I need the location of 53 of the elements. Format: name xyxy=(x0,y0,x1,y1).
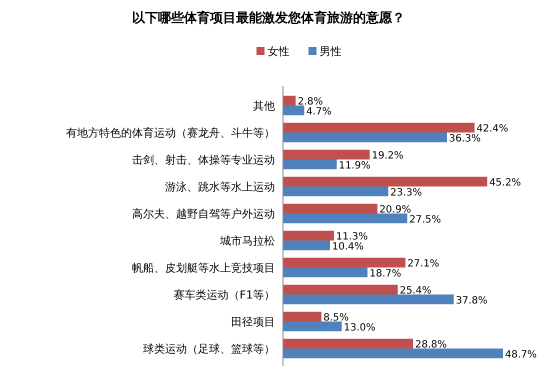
bar xyxy=(283,96,296,106)
data-label: 4.7% xyxy=(306,106,332,118)
y-tick-label: 其他 xyxy=(253,100,275,112)
data-label: 37.8% xyxy=(456,295,488,306)
data-label: 11.3% xyxy=(336,232,368,243)
bar xyxy=(283,322,342,332)
y-tick-label: 高尔夫、越野自驾等户外运动 xyxy=(132,208,275,220)
y-tick-label: 击剑、射击、体操等专业运动 xyxy=(132,154,275,166)
data-label: 27.5% xyxy=(409,214,442,226)
data-label: 2.8% xyxy=(298,96,324,108)
data-label: 45.2% xyxy=(489,178,521,189)
data-label: 36.3% xyxy=(448,133,481,144)
bar xyxy=(283,258,406,268)
bar xyxy=(283,294,454,304)
data-label: 25.4% xyxy=(400,286,432,297)
data-label: 27.1% xyxy=(407,258,440,270)
y-tick-label: 球类运动（足球、篮球等） xyxy=(143,342,275,356)
bar xyxy=(283,240,330,250)
y-tick-label: 赛车类运动（F1等） xyxy=(174,288,275,302)
data-label: 48.7% xyxy=(505,349,537,360)
data-label: 20.9% xyxy=(379,204,412,216)
bar xyxy=(283,230,334,240)
bar xyxy=(283,204,378,214)
bar xyxy=(283,122,475,132)
bar xyxy=(283,160,337,170)
y-tick-label: 有地方特色的体育运动（赛龙舟、斗牛等） xyxy=(66,126,275,140)
bar xyxy=(283,106,304,116)
data-label: 18.7% xyxy=(369,268,402,280)
y-tick-label: 城市马拉松 xyxy=(219,234,275,248)
bar xyxy=(283,348,503,358)
y-tick-label: 帆船、皮划艇等水上竞技项目 xyxy=(132,262,275,274)
data-label: 13.0% xyxy=(344,322,376,334)
data-label: 23.3% xyxy=(390,187,422,198)
bar xyxy=(283,186,388,196)
bar xyxy=(283,338,414,348)
bar xyxy=(283,284,398,294)
chart-title: 以下哪些体育项目最能激发您体育旅游的意愿？ xyxy=(132,10,405,26)
y-tick-label: 田径项目 xyxy=(231,316,275,328)
bar xyxy=(283,312,322,322)
data-label: 11.9% xyxy=(338,160,371,172)
y-tick-label: 游泳、跳水等水上运动 xyxy=(165,180,275,194)
data-label: 10.4% xyxy=(332,241,364,252)
bar xyxy=(283,176,488,186)
legend-label: 男性 xyxy=(320,45,342,58)
data-label: 19.2% xyxy=(372,150,404,162)
bar xyxy=(283,214,408,224)
data-label: 8.5% xyxy=(323,312,349,324)
bar xyxy=(283,268,368,278)
bar xyxy=(283,132,447,142)
data-label: 42.4% xyxy=(476,124,508,135)
data-label: 28.8% xyxy=(415,340,447,351)
legend-label: 女性 xyxy=(268,45,290,58)
bar xyxy=(283,150,370,160)
